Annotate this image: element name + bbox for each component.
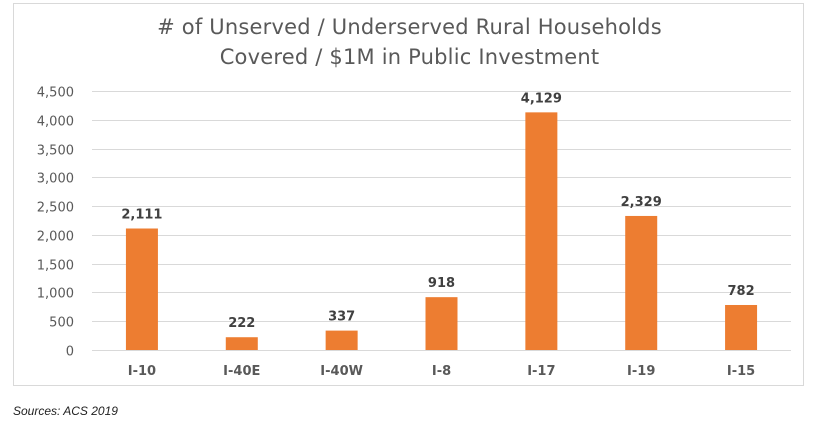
data-label: 4,129 bbox=[521, 91, 562, 106]
data-label: 918 bbox=[428, 276, 455, 291]
data-label: 337 bbox=[328, 310, 355, 325]
y-axis-tick-labels: 0 500 1,000 1,500 2,000 2,500 3,000 3,500 4,000 4… bbox=[37, 86, 74, 360]
y-tick-label: 3,500 bbox=[37, 144, 74, 159]
y-tick-label: 1,000 bbox=[37, 287, 74, 302]
y-tick-label: 3,000 bbox=[37, 172, 74, 187]
y-tick-label: 2,500 bbox=[37, 201, 74, 216]
bar bbox=[425, 297, 458, 350]
bar bbox=[525, 112, 558, 350]
gridlines bbox=[92, 91, 791, 351]
x-tick-label: I-10 bbox=[128, 364, 156, 379]
source-note: Sources: ACS 2019 bbox=[13, 404, 118, 418]
data-label: 2,329 bbox=[621, 195, 662, 210]
chart-title: # of Unserved / Underserved Rural Househ… bbox=[14, 12, 805, 72]
x-tick-label: I-40E bbox=[223, 364, 260, 379]
y-tick-label: 4,000 bbox=[37, 115, 74, 130]
bar bbox=[125, 228, 158, 350]
bars bbox=[125, 112, 758, 350]
bar bbox=[225, 337, 258, 350]
x-tick-label: I-15 bbox=[727, 364, 755, 379]
x-tick-label: I-19 bbox=[627, 364, 655, 379]
y-tick-label: 500 bbox=[49, 316, 74, 331]
x-tick-label: I-17 bbox=[527, 364, 555, 379]
data-label: 2,111 bbox=[121, 208, 162, 223]
x-tick-label: I-8 bbox=[432, 364, 451, 379]
chart-title-line-2: Covered / $1M in Public Investment bbox=[219, 45, 600, 69]
data-label: 782 bbox=[728, 284, 755, 299]
x-axis-tick-labels: I-10 I-40E I-40W I-8 I-17 I-19 I-15 bbox=[128, 364, 755, 379]
chart-container: # of Unserved / Underserved Rural Househ… bbox=[13, 3, 804, 386]
data-label: 222 bbox=[228, 316, 255, 331]
bar bbox=[325, 330, 358, 350]
chart-title-line-1: # of Unserved / Underserved Rural Househ… bbox=[157, 15, 662, 39]
y-tick-label: 4,500 bbox=[37, 86, 74, 101]
y-tick-label: 0 bbox=[66, 345, 74, 360]
y-tick-label: 1,500 bbox=[37, 259, 74, 274]
bar bbox=[625, 215, 658, 350]
bar bbox=[725, 304, 758, 350]
y-tick-label: 2,000 bbox=[37, 230, 74, 245]
bar-chart-plot: 0 500 1,000 1,500 2,000 2,500 3,000 3,500 4,000 4… bbox=[37, 86, 791, 379]
data-labels: 2,111 222 337 918 4,129 2,329 782 bbox=[121, 91, 754, 331]
x-tick-label: I-40W bbox=[320, 364, 363, 379]
